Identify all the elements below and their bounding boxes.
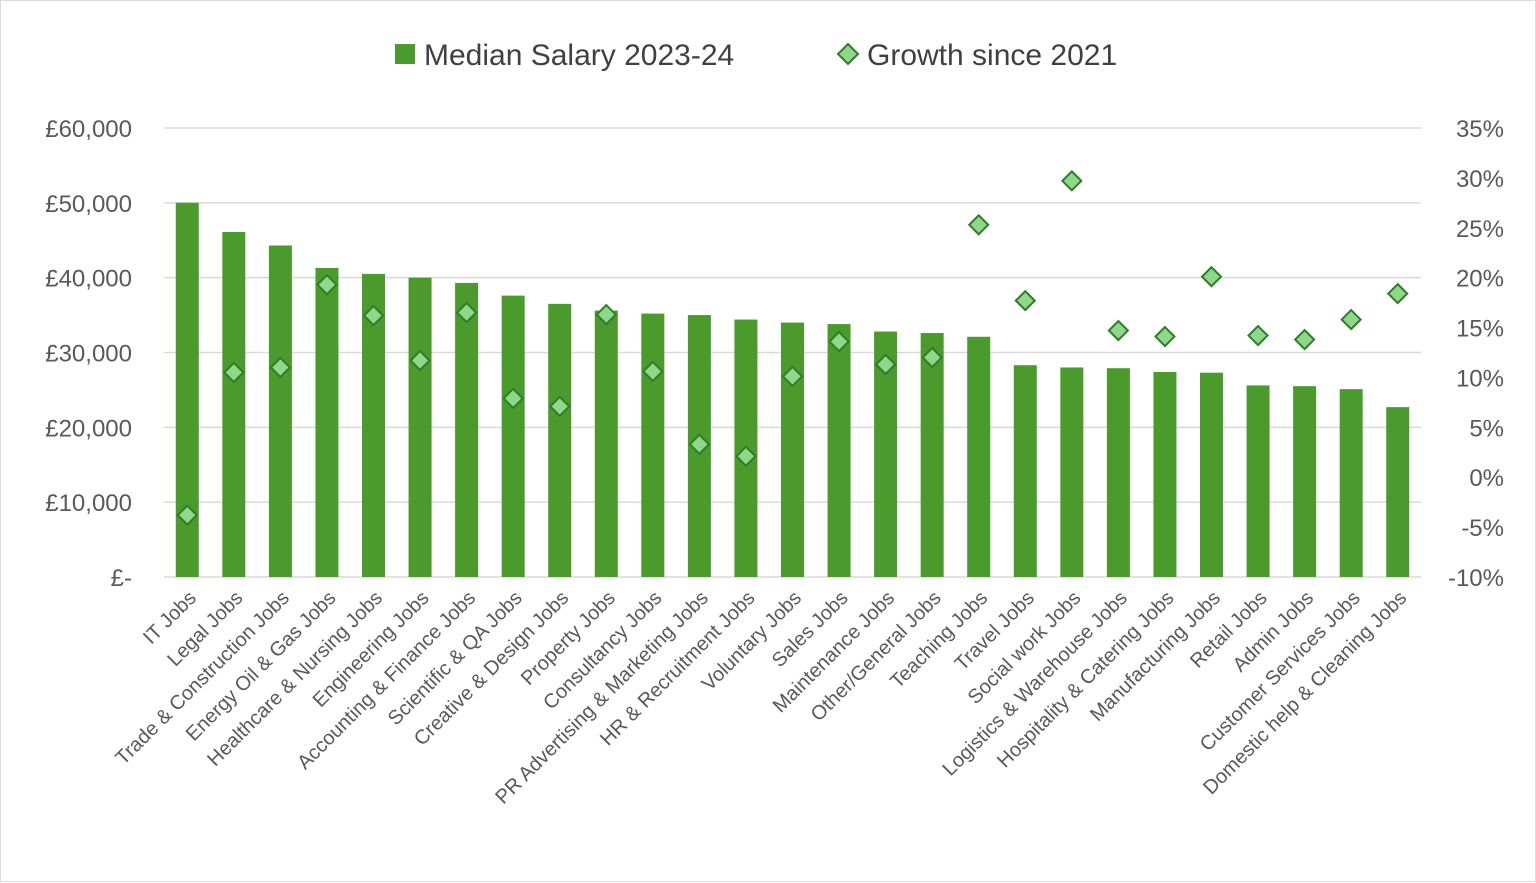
right-tick-label: 10% — [1456, 365, 1504, 392]
legend-label-median-salary: Median Salary 2023-24 — [424, 39, 734, 72]
bar-legal-jobs — [222, 232, 246, 578]
growth-marker-retail-jobs — [1247, 324, 1269, 347]
bar-customer-services-jobs — [1339, 389, 1363, 577]
bar-sales-jobs — [827, 324, 851, 577]
left-tick-label: £60,000 — [45, 116, 132, 143]
bar-hospitality-catering-jobs — [1153, 371, 1177, 577]
growth-marker-travel-jobs — [1014, 289, 1037, 312]
growth-marker-creative-design-jobs — [548, 395, 571, 418]
legend-label-growth: Growth since 2021 — [867, 39, 1117, 72]
growth-marker-accounting-finance-jobs — [455, 301, 478, 324]
bar-other-general-jobs — [920, 333, 944, 577]
right-axis-ticks: -10% -5% 0% 5% 10% 15% 20% 25% 30% 35% — [1448, 116, 1504, 592]
bar-domestic-help-cleaning-jobs — [1386, 407, 1410, 577]
growth-marker-voluntary-jobs — [781, 365, 804, 388]
growth-marker-teaching-jobs — [967, 213, 990, 236]
bar-retail-jobs — [1246, 385, 1270, 577]
growth-marker-healthcare-nursing-jobs — [362, 304, 385, 327]
right-tick-label: 25% — [1456, 216, 1504, 243]
bar-voluntary-jobs — [781, 322, 804, 577]
legend: Median Salary 2023-24 Growth since 2021 — [395, 39, 1117, 72]
left-tick-label: £20,000 — [45, 415, 132, 442]
growth-marker-trade-construction-jobs — [269, 356, 292, 379]
left-tick-label: £10,000 — [45, 490, 132, 517]
growth-marker-domestic-help-cleaning-jobs — [1386, 282, 1409, 305]
growth-marker-it-jobs — [176, 504, 199, 527]
bar-logistics-warehouse-jobs — [1106, 368, 1130, 577]
legend-swatch-median-salary — [395, 44, 415, 64]
salary-bars — [175, 202, 1410, 578]
growth-marker-manufacturing-jobs — [1200, 265, 1223, 288]
bar-teaching-jobs — [967, 336, 991, 577]
growth-marker-engineering-jobs — [409, 349, 431, 372]
growth-marker-energy-oil-gas-jobs — [316, 273, 338, 296]
left-tick-label: £50,000 — [45, 191, 132, 218]
category-label: Trade & Construction Jobs — [111, 587, 293, 769]
right-tick-label: 15% — [1456, 316, 1504, 343]
growth-marker-property-jobs — [595, 303, 618, 326]
growth-markers — [176, 169, 1409, 527]
bar-property-jobs — [594, 310, 618, 577]
growth-marker-pr-advertising-marketing-jobs — [688, 433, 711, 456]
growth-marker-consultancy-jobs — [641, 360, 664, 383]
left-axis-ticks: £- £10,000 £20,000 £30,000 £40,000 £50,000 £60… — [45, 116, 132, 592]
bar-consultancy-jobs — [641, 313, 665, 577]
bar-social-work-jobs — [1060, 367, 1084, 577]
growth-marker-social-work-jobs — [1060, 169, 1083, 192]
growth-marker-hospitality-catering-jobs — [1154, 325, 1176, 348]
right-tick-label: 0% — [1469, 465, 1504, 492]
bar-trade-construction-jobs — [268, 245, 292, 577]
bar-it-jobs — [175, 202, 199, 578]
bar-travel-jobs — [1013, 365, 1037, 577]
growth-marker-customer-services-jobs — [1340, 308, 1363, 331]
growth-marker-hr-recruitment-jobs — [735, 445, 757, 468]
right-tick-label: 30% — [1456, 166, 1504, 193]
growth-marker-logistics-warehouse-jobs — [1107, 319, 1130, 342]
growth-marker-other-general-jobs — [921, 346, 944, 369]
bar-scientific-qa-jobs — [501, 295, 525, 577]
right-tick-label: 5% — [1469, 415, 1504, 442]
growth-marker-maintenance-jobs — [874, 353, 897, 376]
growth-marker-scientific-qa-jobs — [502, 387, 525, 410]
growth-marker-sales-jobs — [828, 330, 850, 353]
bar-maintenance-jobs — [874, 331, 898, 577]
left-tick-label: £40,000 — [45, 266, 132, 293]
right-tick-label: -5% — [1461, 515, 1504, 542]
bar-admin-jobs — [1293, 386, 1317, 577]
right-tick-label: 20% — [1456, 266, 1504, 293]
bar-manufacturing-jobs — [1200, 372, 1223, 577]
growth-marker-legal-jobs — [222, 361, 245, 384]
right-tick-label: -10% — [1448, 565, 1504, 592]
bar-healthcare-nursing-jobs — [362, 273, 385, 577]
bar-energy-oil-gas-jobs — [315, 267, 339, 577]
left-tick-label: £- — [111, 565, 132, 592]
bar-engineering-jobs — [408, 277, 432, 577]
bar-accounting-finance-jobs — [455, 282, 479, 577]
right-tick-label: 35% — [1456, 116, 1504, 143]
growth-marker-admin-jobs — [1293, 328, 1316, 351]
bar-creative-design-jobs — [548, 303, 572, 577]
legend-swatch-growth — [836, 42, 860, 66]
left-tick-label: £30,000 — [45, 341, 132, 368]
